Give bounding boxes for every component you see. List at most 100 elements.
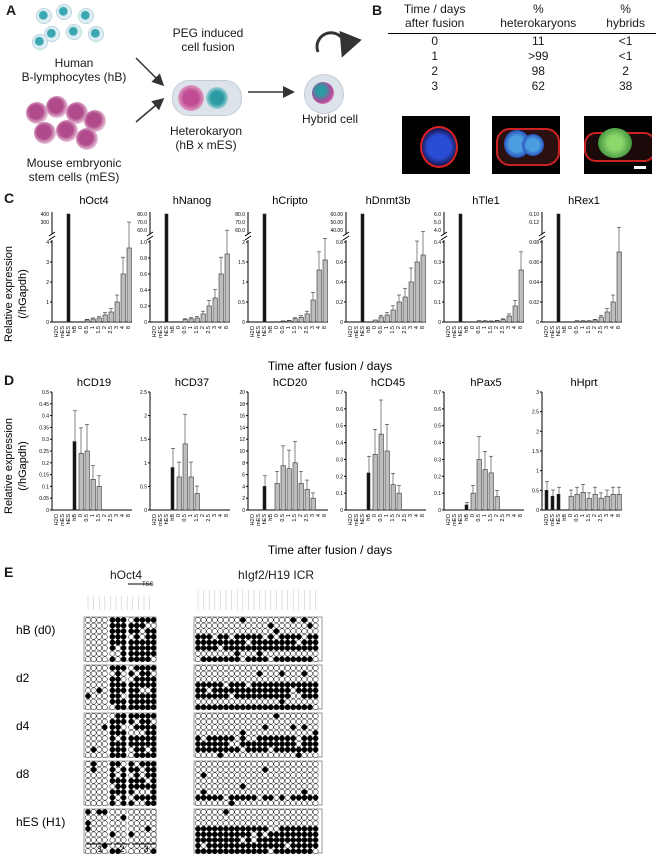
y-tick-label: 0.5: [532, 488, 539, 494]
x-tick-label: 8: [126, 326, 132, 329]
cpg-site: [284, 837, 291, 843]
cpg-site: [96, 693, 103, 699]
cpg-site: [245, 693, 252, 699]
cpg-site: [200, 656, 207, 663]
cpg-site: [234, 831, 241, 838]
cpg-site: [307, 693, 313, 699]
cpg-site: [150, 837, 157, 843]
cpg-site: [251, 831, 257, 838]
x-tick-label: 1: [384, 326, 390, 329]
cpg-site: [195, 761, 201, 767]
cpg-site: [284, 800, 291, 807]
cpg-site: [234, 820, 241, 827]
cpg-site: [150, 741, 157, 747]
cpg-site: [262, 761, 269, 767]
cpg-site: [150, 670, 157, 677]
cpg-site: [96, 746, 103, 753]
cpg-site: [228, 698, 235, 705]
y-tick-label: 0.06: [529, 260, 539, 266]
cpg-site: [217, 842, 224, 849]
cpg-site: [251, 800, 257, 807]
cpg-site: [150, 814, 157, 821]
cpg-site: [295, 704, 302, 711]
cpg-site: [145, 639, 151, 646]
y-tick-label: 1.0: [140, 240, 147, 246]
cpg-site: [109, 681, 116, 688]
cpg-site: [115, 766, 121, 773]
x-tick-label: 8: [616, 514, 622, 517]
cpg-site: [109, 752, 116, 759]
cpg-site: [133, 766, 140, 773]
cpg-site: [128, 665, 135, 671]
table-cell: 2: [431, 64, 438, 78]
cpg-site: [284, 665, 291, 671]
cpg-site: [200, 777, 207, 784]
table-header: % hybrids: [595, 2, 656, 34]
cpg-site: [267, 718, 274, 725]
cpg-site: [273, 777, 280, 784]
cpg-site: [211, 687, 218, 694]
cpg-site: [139, 783, 146, 790]
cpg-site: [200, 825, 207, 832]
cpg-site: [279, 645, 285, 651]
cpg-site: [295, 848, 302, 855]
cpg-site: [228, 746, 235, 753]
cpg-site: [312, 842, 319, 849]
cpg-site: [256, 825, 263, 832]
cpg-site: [145, 687, 151, 694]
cpg-site: [206, 741, 213, 747]
cpg-site: [234, 650, 241, 657]
cpg-site: [279, 704, 285, 711]
cpg-site: [295, 789, 302, 795]
cpg-site: [128, 794, 135, 801]
cpg-site: [120, 656, 127, 663]
cpg-site: [279, 814, 285, 821]
cpg-site: [96, 704, 103, 711]
y-tick-label: 0.15: [39, 473, 49, 479]
x-tick-label: 8: [126, 514, 132, 517]
cpg-site: [200, 617, 207, 623]
bar: [304, 313, 310, 323]
x-tick-label: hB: [562, 514, 568, 521]
cpg-site: [290, 794, 297, 801]
cpg-site: [279, 766, 285, 773]
cpg-site: [109, 628, 116, 635]
cpg-site: [115, 761, 121, 767]
cpg-site: [262, 639, 269, 646]
cpg-site: [200, 766, 207, 773]
y-tick-label: 2.5: [532, 410, 539, 416]
x-tick-label: 0: [176, 514, 182, 517]
cpg-site: [211, 752, 218, 759]
table-row: 0 11 <1: [388, 34, 656, 50]
cpg-site: [307, 766, 313, 773]
mouse-es-cells-illustration: [22, 94, 112, 156]
bar: [182, 443, 188, 511]
cpg-site: [251, 766, 257, 773]
cpg-site: [262, 809, 269, 815]
cpg-site: [273, 698, 280, 705]
bar: [556, 493, 561, 511]
cpg-site: [245, 789, 252, 795]
cpg-site: [85, 698, 91, 705]
cpg-site: [139, 693, 146, 699]
x-tick-label: 8: [322, 326, 328, 329]
cpg-site: [301, 639, 308, 646]
x-tick-label: hES: [360, 514, 366, 525]
cpg-site: [85, 794, 91, 801]
cpg-site: [200, 800, 207, 807]
heterokaryon-illustration: [172, 80, 242, 116]
cpg-site: [239, 704, 246, 711]
cpg-site: [284, 645, 291, 651]
cpg-site: [139, 800, 146, 807]
cpg-site: [245, 704, 252, 711]
cpg-site: [290, 820, 297, 827]
cpg-site: [133, 617, 140, 623]
cpg-site: [101, 800, 108, 807]
cpg-site: [206, 800, 213, 807]
cpg-site: [273, 842, 280, 849]
cpg-site: [128, 628, 135, 635]
cpg-site: [217, 665, 224, 671]
cpg-site: [267, 814, 274, 821]
x-tick-label: mES: [550, 326, 556, 338]
cpg-site: [85, 693, 91, 699]
